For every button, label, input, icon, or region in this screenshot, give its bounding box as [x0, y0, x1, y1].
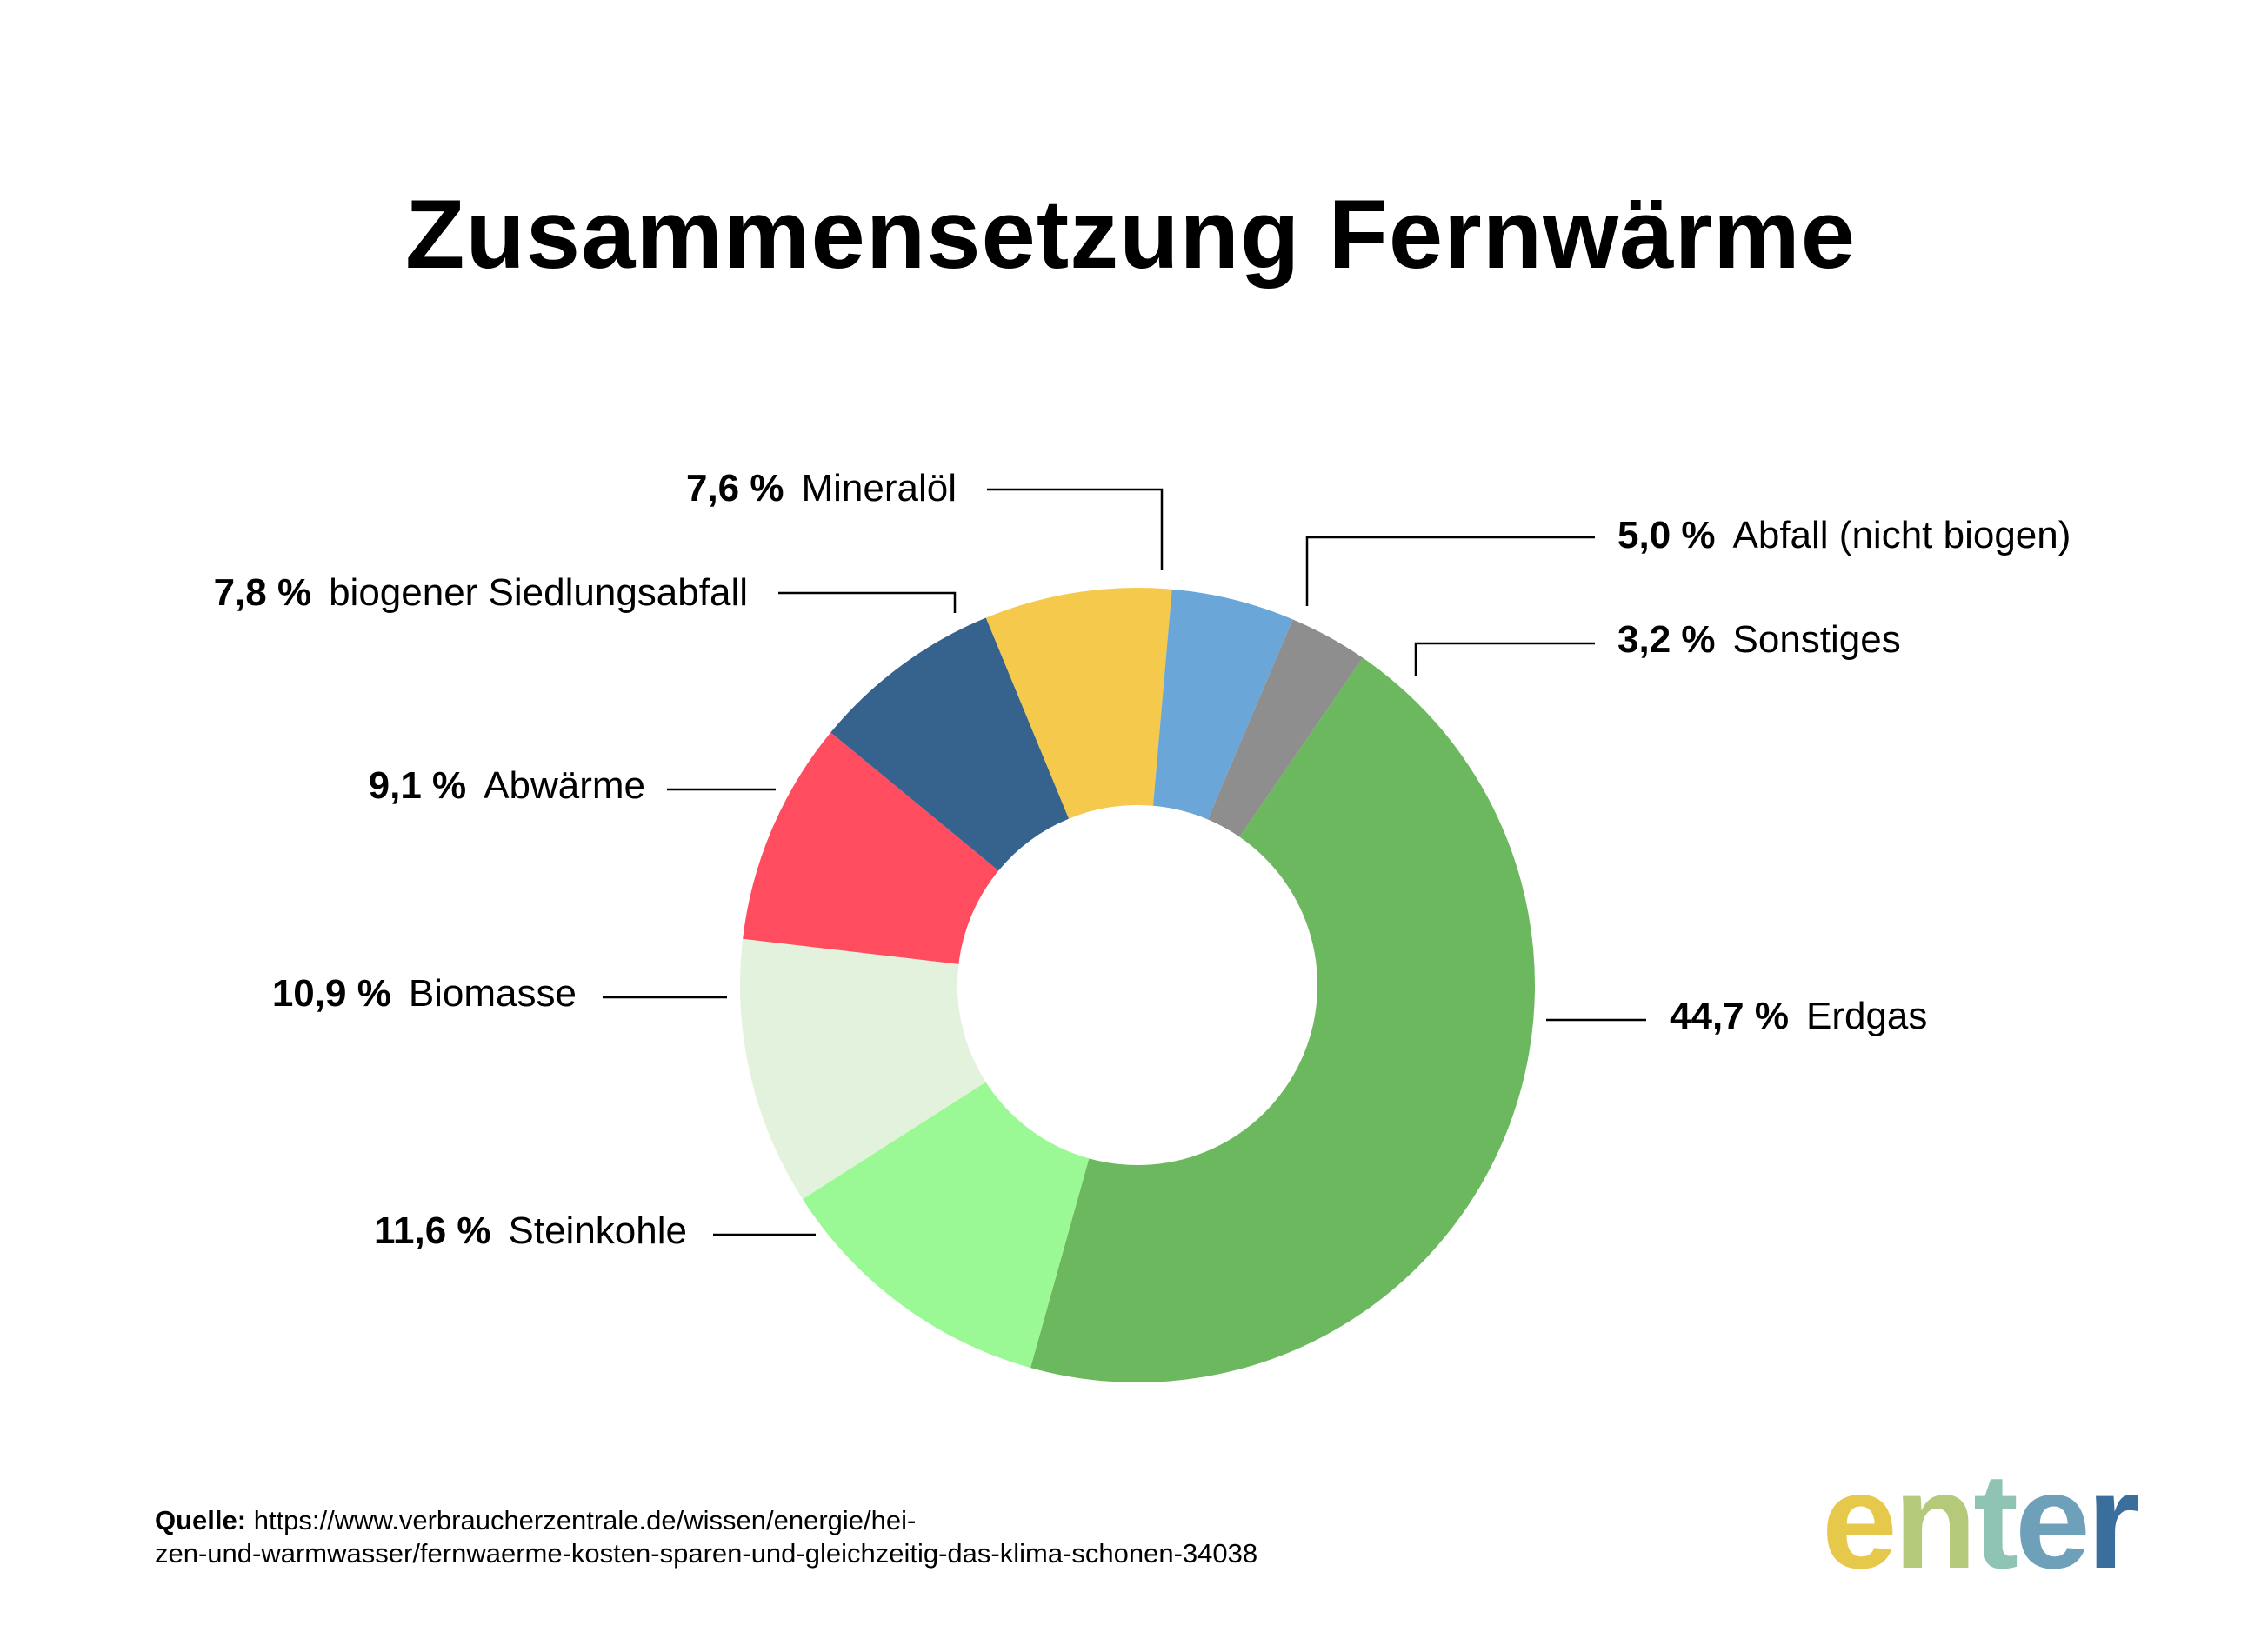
slice-value: 10,9 % [271, 972, 391, 1015]
slice-value: 5,0 % [1617, 514, 1716, 556]
slice-abwärme [743, 732, 999, 964]
leader-line [778, 591, 957, 613]
slice-name: Biomasse [408, 972, 577, 1015]
slice-name: biogener Siedlungsabfall [329, 571, 748, 614]
source-url: https://www.verbraucherzentrale.de/wisse… [155, 1505, 1258, 1569]
slice-label: 3,2 % Sonstiges [1617, 616, 1901, 664]
slice-mineralöl [985, 588, 1172, 819]
slice-biogener-siedlungsabfall [830, 617, 1070, 871]
slice-steinkohle [802, 1082, 1090, 1369]
logo-letter: n [1893, 1446, 1977, 1597]
enter-logo: enter [1822, 1439, 2140, 1604]
slice-value: 3,2 % [1617, 618, 1716, 661]
slice-label: 11,6 % Steinkohle [374, 1207, 687, 1256]
slice-value: 7,8 % [213, 571, 312, 614]
slice-value: 44,7 % [1670, 995, 1789, 1037]
slice-label: 44,7 % Erdgas [1670, 992, 1927, 1041]
slice-name: Abfall (nicht biogen) [1732, 514, 2071, 556]
source-label: Quelle: [155, 1505, 247, 1535]
slice-value: 9,1 % [368, 764, 467, 807]
slice-label: 5,0 % Abfall (nicht biogen) [1617, 511, 2071, 560]
slice-label: 10,9 % Biomasse [272, 969, 577, 1018]
slice-abfall-nicht-biogen [1152, 589, 1293, 820]
slice-value: 7,6 % [685, 467, 784, 510]
slice-sonstiges [1207, 619, 1364, 837]
page-title: Zusammensetzung Fernwärme [404, 180, 1857, 289]
slice-biomasse [740, 938, 986, 1200]
slice-erdgas [1030, 657, 1535, 1382]
logo-letter: t [1973, 1446, 2018, 1597]
slice-value: 11,6 % [373, 1209, 491, 1252]
slice-label: 9,1 % Abwärme [369, 762, 645, 810]
slice-name: Erdgas [1805, 995, 1928, 1037]
leader-line [987, 488, 1164, 570]
logo-letter: e [1822, 1446, 1898, 1597]
source-note: Quelle: https://www.verbraucherzentrale.… [155, 1504, 1633, 1570]
slice-name: Steinkohle [508, 1209, 687, 1252]
leader-line [1305, 536, 1595, 606]
logo-letter: r [2086, 1446, 2140, 1597]
slice-name: Abwärme [484, 764, 645, 807]
leader-line [1414, 642, 1595, 676]
slice-name: Mineralöl [801, 467, 957, 510]
slice-label: 7,8 % biogener Siedlungsabfall [214, 569, 748, 617]
slice-name: Sonstiges [1732, 618, 1901, 661]
logo-letter: e [2015, 1446, 2091, 1597]
slice-label: 7,6 % Mineralöl [686, 464, 957, 513]
